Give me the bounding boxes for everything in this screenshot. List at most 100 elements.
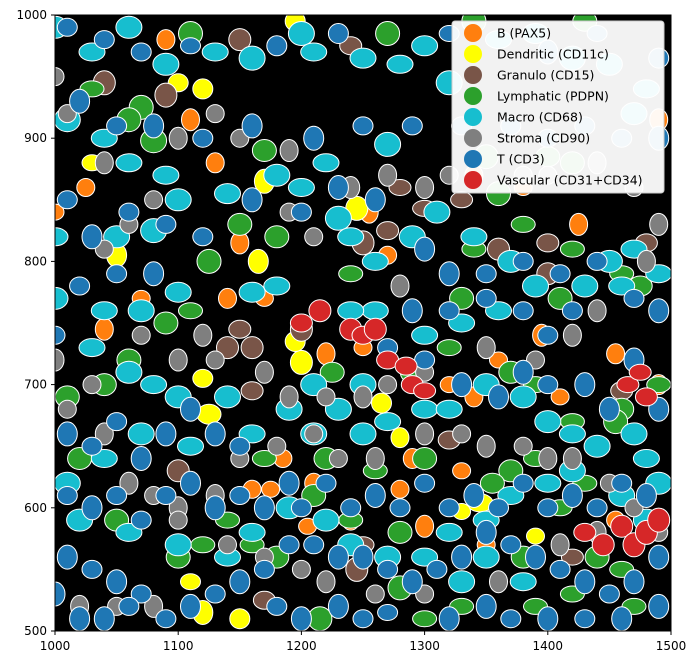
legend-marker (464, 87, 482, 105)
cell-point (426, 559, 448, 579)
cell-point (636, 249, 656, 273)
series-6 (55, 17, 670, 631)
cell-point (635, 483, 657, 508)
x-tick-label: 1000 (40, 639, 71, 653)
cell-point (448, 570, 476, 594)
cell-point (205, 152, 225, 174)
cell-point (55, 286, 69, 310)
legend-label: Granulo (CD15) (497, 68, 594, 83)
cell-point (377, 604, 399, 621)
cell-point (364, 187, 386, 213)
cell-point (178, 302, 203, 320)
cell-point (327, 23, 349, 44)
cell-point (261, 480, 281, 498)
cell-point (180, 573, 201, 591)
cell-point (377, 559, 399, 579)
cell-point (411, 325, 439, 345)
cell-point (389, 498, 411, 518)
legend-marker (464, 45, 482, 63)
cell-point (94, 317, 114, 341)
cell-point (460, 227, 488, 247)
cell-point (574, 569, 596, 595)
cell-point (181, 108, 200, 132)
cell-point (561, 301, 583, 321)
y-tick-label: 700 (24, 378, 47, 392)
cell-point (115, 360, 143, 384)
cell-point (152, 165, 180, 185)
cell-point (591, 533, 615, 557)
cell-point (143, 113, 165, 139)
cell-point (164, 188, 192, 212)
legend-marker (464, 66, 482, 84)
cell-point (238, 281, 266, 303)
cell-point (476, 434, 496, 458)
x-tick-label: 1400 (533, 639, 564, 653)
cell-point (180, 470, 201, 496)
cell-point (337, 227, 365, 247)
cell-point (550, 388, 570, 406)
cell-point (214, 385, 241, 409)
cell-point (319, 361, 345, 383)
cell-point (287, 21, 315, 46)
cell-point (371, 392, 392, 414)
cell-point (352, 609, 374, 629)
cell-point (130, 510, 152, 530)
cell-point (115, 15, 143, 39)
cell-point (452, 462, 472, 480)
cell-point (628, 363, 652, 381)
cell-point (106, 486, 128, 505)
cell-point (647, 507, 671, 533)
cell-point (144, 190, 164, 210)
cell-point (155, 214, 177, 234)
cell-point (94, 422, 114, 446)
cell-point (143, 261, 165, 287)
legend-label: Dendritic (CD11c) (497, 47, 609, 62)
series-4 (55, 15, 671, 594)
legend-label: Macro (CD68) (497, 110, 583, 125)
legend-label: Lymphatic (PDPN) (497, 89, 609, 104)
cell-point (509, 572, 537, 592)
cell-point (238, 45, 266, 71)
cell-point (452, 424, 472, 444)
cell-point (155, 609, 177, 629)
cell-point (308, 299, 332, 323)
cell-point (349, 47, 377, 69)
cell-point (488, 498, 509, 518)
cell-point (489, 570, 508, 594)
cell-point (423, 200, 451, 224)
cell-point (412, 447, 438, 470)
cell-point (204, 495, 226, 521)
cell-point (390, 479, 410, 499)
cell-point (500, 535, 522, 555)
cell-point (154, 82, 178, 108)
cell-point (512, 301, 534, 321)
legend-marker (464, 24, 482, 42)
cell-point (475, 288, 497, 308)
cell-point (168, 126, 188, 150)
cell-point (69, 88, 91, 114)
cell-point (537, 498, 559, 518)
cell-point (574, 609, 596, 629)
cell-point (247, 248, 269, 274)
y-tick-label: 1000 (16, 8, 47, 22)
cell-point (475, 519, 497, 545)
cell-point (649, 212, 669, 236)
cell-point (304, 424, 324, 444)
cell-point (190, 536, 216, 554)
cell-point (525, 544, 546, 570)
cell-point (549, 264, 571, 284)
axes: 1000 1100 1200 1300 1400 1500 500 600 700 800 900 1… (16, 8, 686, 653)
cell-point (264, 225, 290, 249)
cell-point (401, 116, 423, 136)
legend-label: T (CD3) (496, 152, 545, 167)
cell-point (610, 514, 634, 538)
cell-point (205, 104, 225, 124)
cell-point (648, 593, 670, 619)
legend-label: Stroma (CD90) (497, 131, 590, 146)
cell-point (538, 447, 558, 470)
cell-point (55, 581, 66, 607)
cell-point (229, 569, 251, 595)
cell-point (415, 514, 435, 538)
cell-point (57, 399, 77, 419)
cell-point (81, 559, 103, 579)
